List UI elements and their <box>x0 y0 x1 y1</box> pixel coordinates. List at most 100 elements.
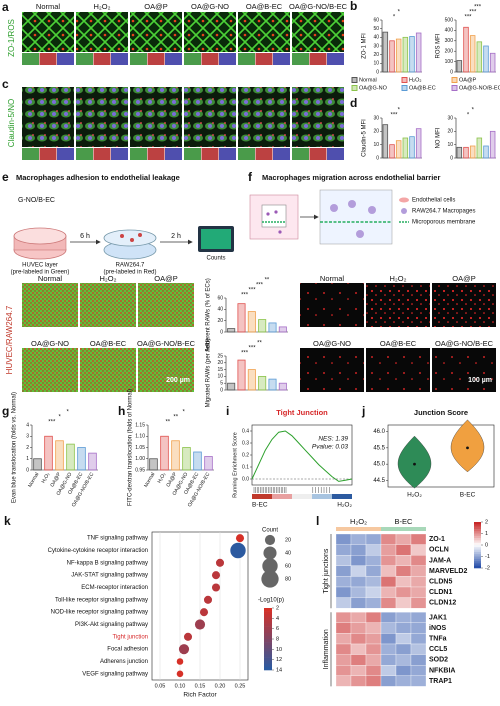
heat-cell <box>350 586 367 598</box>
color-key <box>264 611 272 615</box>
title: Tight Junction <box>276 408 328 417</box>
significance: * <box>472 108 475 114</box>
color-key <box>474 524 481 527</box>
group-label: Inflammation <box>323 629 330 669</box>
color-key <box>264 654 272 658</box>
legend-label: OA@P <box>459 77 477 83</box>
heat-cell <box>410 597 427 609</box>
panel-label: h <box>118 404 125 418</box>
heat-cell <box>410 576 427 588</box>
bar <box>227 328 236 333</box>
group-bar <box>381 527 426 531</box>
micrograph <box>130 12 182 52</box>
significance: * <box>467 113 470 119</box>
inset <box>147 53 165 65</box>
micrograph <box>184 12 236 52</box>
legend-label: 20 <box>285 537 291 543</box>
heat-cell <box>410 555 427 566</box>
legend-label: Normal <box>359 77 377 83</box>
bar <box>227 382 236 391</box>
bar <box>395 140 402 159</box>
gene-label: NFKBIA <box>429 667 455 674</box>
heat-cell <box>395 544 412 556</box>
legend-label: OA@G-NO <box>359 85 388 91</box>
significance: ** <box>173 415 178 421</box>
legend-label: 0 <box>485 542 488 548</box>
legend-label: 6 <box>276 626 279 632</box>
dot <box>176 670 184 678</box>
y-tick-label: 2 <box>26 445 29 451</box>
y-tick-label: 20 <box>373 129 379 135</box>
rank-strip <box>272 494 292 499</box>
heat-cell <box>395 643 412 655</box>
row-label: HUVEC/RAW264.7 <box>5 305 14 374</box>
bar <box>171 440 180 471</box>
significance: *** <box>48 420 56 426</box>
axis <box>225 298 288 333</box>
bar <box>402 137 409 159</box>
color-key <box>474 533 481 537</box>
panel-label: b <box>350 0 357 13</box>
heat-cell <box>335 643 352 655</box>
inset <box>130 148 147 160</box>
bar <box>389 40 395 73</box>
heat-cell <box>365 544 382 556</box>
inset <box>39 148 57 160</box>
legend-label: 80 <box>285 576 291 582</box>
column-header: OA@G-NO/B-EC <box>137 339 196 348</box>
column-header: OA@G-NO <box>31 339 69 348</box>
column-header: OA@G-NO <box>313 339 351 348</box>
bar <box>258 319 267 333</box>
median <box>413 462 416 466</box>
inset <box>22 148 39 160</box>
heat-cell <box>335 622 352 634</box>
panel-label: f <box>248 170 253 184</box>
y-tick-label: 0 <box>220 329 223 335</box>
micrograph <box>80 348 136 392</box>
heat-cell <box>350 654 367 666</box>
heat-cell <box>395 622 412 634</box>
pathway-label: TNF signaling pathway <box>87 536 148 542</box>
legend-title: Count <box>262 528 278 534</box>
x-label: H₂O₂ <box>337 502 352 509</box>
inset <box>93 148 111 160</box>
y-tick-label: 20 <box>447 129 453 135</box>
column-header: H₂O₂ <box>350 517 367 526</box>
plot-frame <box>387 424 495 488</box>
y-axis-label: Adherent RAWs (% of ECs) <box>206 278 212 351</box>
bar <box>193 451 202 471</box>
x-tick-label: Normal <box>27 472 40 489</box>
inset <box>309 148 327 160</box>
heat-cell <box>380 544 397 556</box>
legend-label: H₂O₂ <box>409 77 422 83</box>
micrograph <box>22 283 78 327</box>
heat-cell <box>365 555 382 566</box>
legend-swatch <box>351 77 358 83</box>
bar <box>483 45 489 73</box>
gene-label: ZO-1 <box>429 536 445 543</box>
bar <box>182 447 191 471</box>
micrograph <box>432 348 496 392</box>
heat-cell <box>380 622 397 634</box>
heat-cell <box>365 633 382 645</box>
bar <box>382 31 389 73</box>
heat-cell <box>410 633 427 645</box>
significance: * <box>66 410 69 416</box>
bar <box>415 128 422 159</box>
color-key <box>264 645 272 649</box>
significance: *** <box>390 113 398 119</box>
panel-label: a <box>2 0 9 14</box>
color-key <box>474 565 481 569</box>
y-tick-label: 0 <box>26 467 29 473</box>
heat-cell <box>380 586 397 598</box>
inset <box>22 53 39 65</box>
legend-swatch <box>451 85 458 91</box>
y-tick-label: 30 <box>447 115 453 121</box>
significance: * <box>398 10 401 16</box>
color-key <box>474 551 481 555</box>
y-tick-label: 0 <box>450 69 453 75</box>
pathway-label: Adherens junction <box>100 659 148 665</box>
heat-cell <box>395 586 412 598</box>
y-tick-label: 44.5 <box>373 478 385 484</box>
